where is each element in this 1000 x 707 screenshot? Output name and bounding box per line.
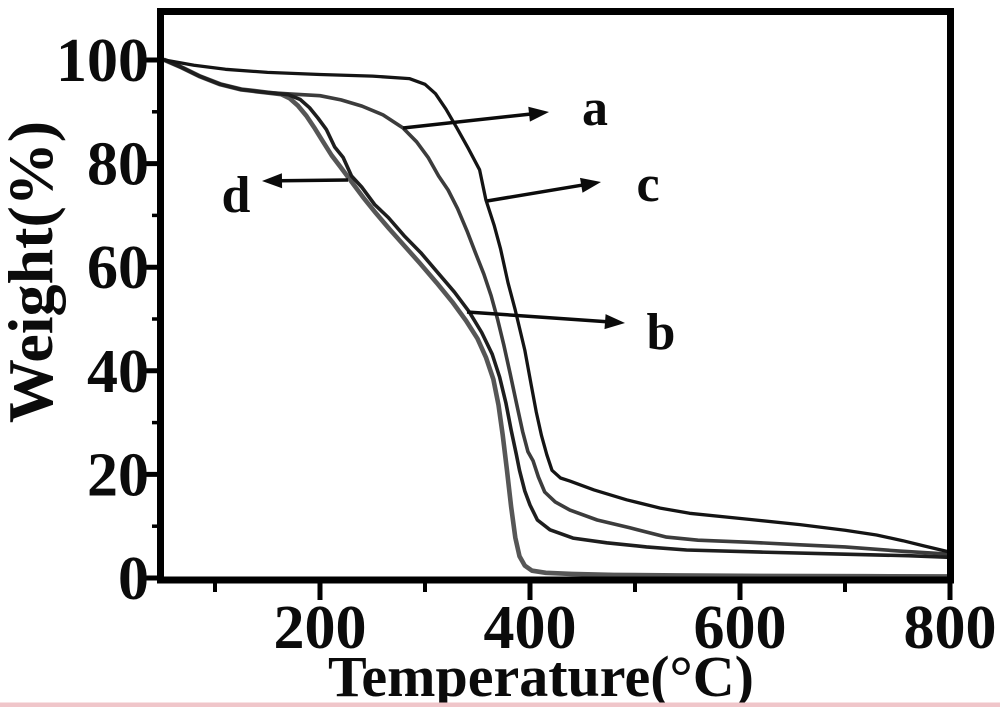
curve-annotations: ac b d bbox=[222, 80, 676, 361]
annotation-arrow-line-a bbox=[402, 112, 532, 130]
tick-labels: 200 400 600 800 0 20 40 60 80 100 bbox=[56, 27, 997, 662]
x-axis-title: Temperature(°C) bbox=[328, 644, 754, 707]
curve-label-d: d bbox=[222, 167, 251, 224]
y-axis-title: Weight(%) bbox=[0, 121, 66, 423]
y-tick-label: 40 bbox=[87, 338, 149, 406]
y-tick-label: 60 bbox=[87, 234, 149, 302]
plot-frame bbox=[157, 8, 954, 584]
x-tick-label: 800 bbox=[904, 594, 997, 662]
plot-border bbox=[157, 8, 954, 584]
curve-label-a: a bbox=[582, 80, 608, 137]
annotation-arrow-line-d bbox=[279, 178, 349, 183]
curve-a bbox=[162, 58, 952, 557]
annotation-arrowhead-d bbox=[262, 173, 283, 189]
curve-b bbox=[162, 58, 952, 560]
jpeg-edge-artifact bbox=[0, 702, 1000, 707]
x-tick-label: 400 bbox=[484, 594, 577, 662]
x-tick-label: 200 bbox=[274, 594, 367, 662]
x-tick-label: 600 bbox=[694, 594, 787, 662]
y-tick-label: 100 bbox=[56, 27, 149, 95]
curve-label-c: c bbox=[636, 156, 659, 213]
annotation-arrowhead-c bbox=[580, 177, 601, 193]
axis-ticks bbox=[145, 57, 953, 600]
annotation-arrowhead-a bbox=[528, 106, 549, 122]
curve-c bbox=[162, 58, 952, 554]
y-tick-label: 0 bbox=[118, 545, 149, 613]
y-tick-label: 80 bbox=[87, 131, 149, 199]
annotation-arrowhead-b bbox=[604, 314, 625, 330]
annotation-arrow-line-c bbox=[486, 183, 584, 203]
curve-label-b: b bbox=[647, 304, 676, 361]
annotation-arrow-line-b bbox=[466, 310, 608, 324]
curve-d bbox=[162, 57, 953, 579]
y-tick-label: 20 bbox=[87, 441, 149, 509]
tga-curves bbox=[162, 57, 953, 579]
